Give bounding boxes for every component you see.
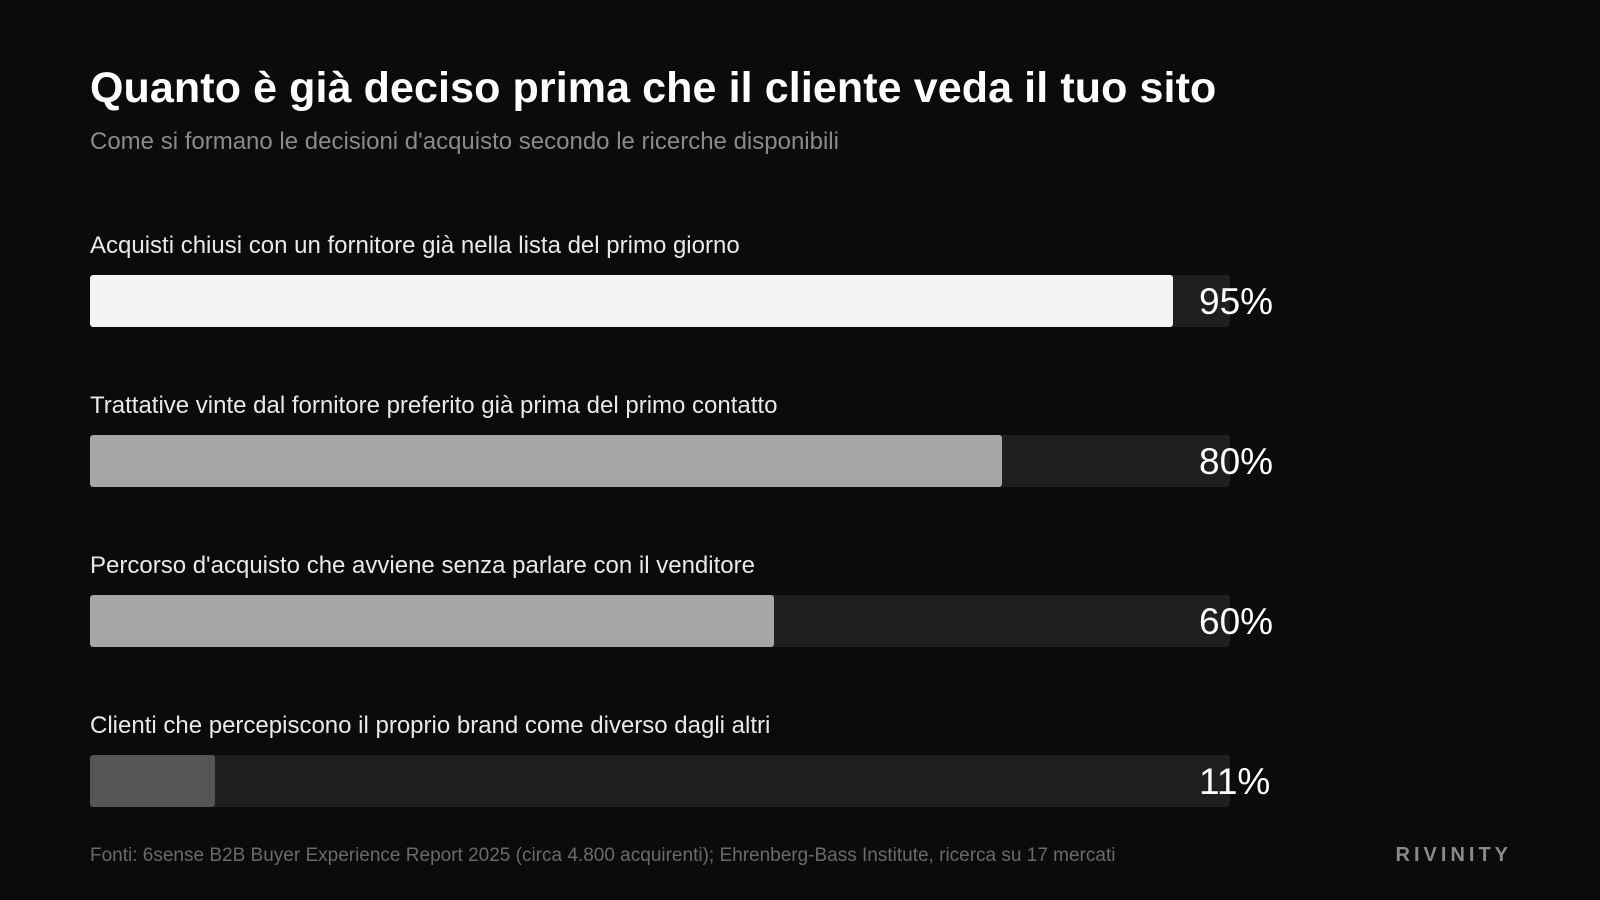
bar-track: [90, 755, 1230, 807]
bar-category-label: Clienti che percepiscono il proprio bran…: [90, 712, 771, 739]
bar-fill: [90, 595, 774, 647]
bar-row: Acquisti chiusi con un fornitore già nel…: [90, 232, 1290, 342]
chart-subtitle: Come si formano le decisioni d'acquisto …: [90, 128, 839, 155]
bar-value-label: 60%: [1199, 601, 1274, 642]
bar-track: [90, 435, 1230, 487]
bar-track: [90, 275, 1230, 327]
chart-title: Quanto è già deciso prima che il cliente…: [90, 64, 1217, 112]
bar-fill: [90, 435, 1002, 487]
bar-value-label: 11%: [1199, 761, 1271, 802]
brand-logo-text: RIVINITY: [1395, 844, 1512, 866]
bar-row: Trattative vinte dal fornitore preferito…: [90, 392, 1290, 502]
bar-category-label: Percorso d'acquisto che avviene senza pa…: [90, 552, 755, 579]
bar-category-label: Trattative vinte dal fornitore preferito…: [90, 392, 778, 419]
bar-row: Clienti che percepiscono il proprio bran…: [90, 712, 1290, 822]
bar-fill: [90, 275, 1173, 327]
bar-track: [90, 595, 1230, 647]
sources-note: Fonti: 6sense B2B Buyer Experience Repor…: [90, 845, 1116, 866]
bar-row: Percorso d'acquisto che avviene senza pa…: [90, 552, 1290, 662]
bar-fill: [90, 755, 215, 807]
bar-value-label: 95%: [1199, 281, 1274, 322]
bar-category-label: Acquisti chiusi con un fornitore già nel…: [90, 232, 740, 259]
bar-value-label: 80%: [1199, 441, 1274, 482]
